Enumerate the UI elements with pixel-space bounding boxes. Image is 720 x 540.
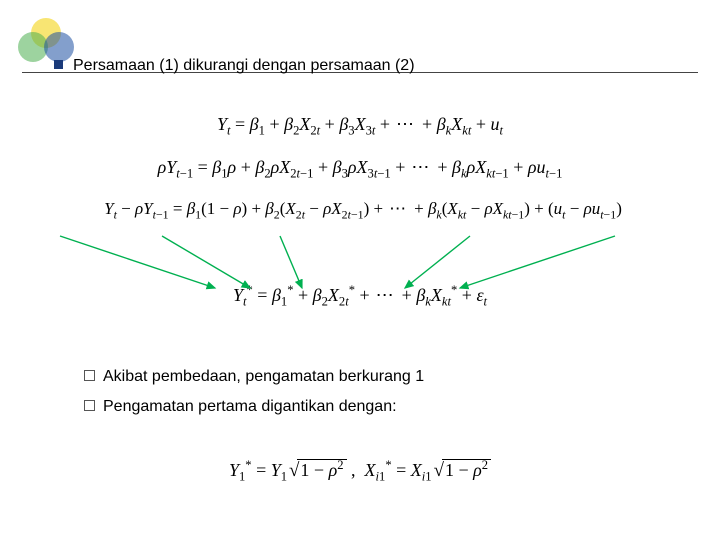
- final-equation-block: Y1* = Y11 − ρ2 , Xi1* = Xi11 − ρ2: [0, 440, 720, 485]
- note-1: Akibat pembedaan, pengamatan berkurang 1: [84, 362, 424, 392]
- heading: Persamaan (1) dikurangi dengan persamaan…: [54, 57, 415, 75]
- checkbox-icon: [84, 370, 95, 381]
- bullet-icon: [54, 60, 63, 69]
- equation-block: Yt = β1 + β2X2t + β3X3t +⋯+ βkXkt + ut ρ…: [0, 100, 720, 309]
- note-1-text: Akibat pembedaan, pengamatan berkurang 1: [103, 368, 424, 385]
- equation-2: ρYt−1 = β1ρ + β2ρX2t−1 + β3ρX3t−1 +⋯+ βk…: [0, 157, 720, 182]
- note-2-text: Pengamatan pertama digantikan dengan:: [103, 398, 397, 415]
- heading-text: Persamaan (1) dikurangi dengan persamaan…: [73, 57, 415, 74]
- equation-3: Yt − ρYt−1 = β1(1 − ρ) + β2(X2t − ρX2t−1…: [0, 199, 720, 222]
- checkbox-icon: [84, 400, 95, 411]
- equation-1: Yt = β1 + β2X2t + β3X3t +⋯+ βkXkt + ut: [0, 114, 720, 139]
- note-2: Pengamatan pertama digantikan dengan:: [84, 392, 424, 422]
- equation-5: Y1* = Y11 − ρ2 , Xi1* = Xi11 − ρ2: [0, 458, 720, 485]
- notes-block: Akibat pembedaan, pengamatan berkurang 1…: [84, 362, 424, 423]
- equation-4: Yt* = β1* + β2X2t* +⋯+ βkXkt* + εt: [0, 283, 720, 310]
